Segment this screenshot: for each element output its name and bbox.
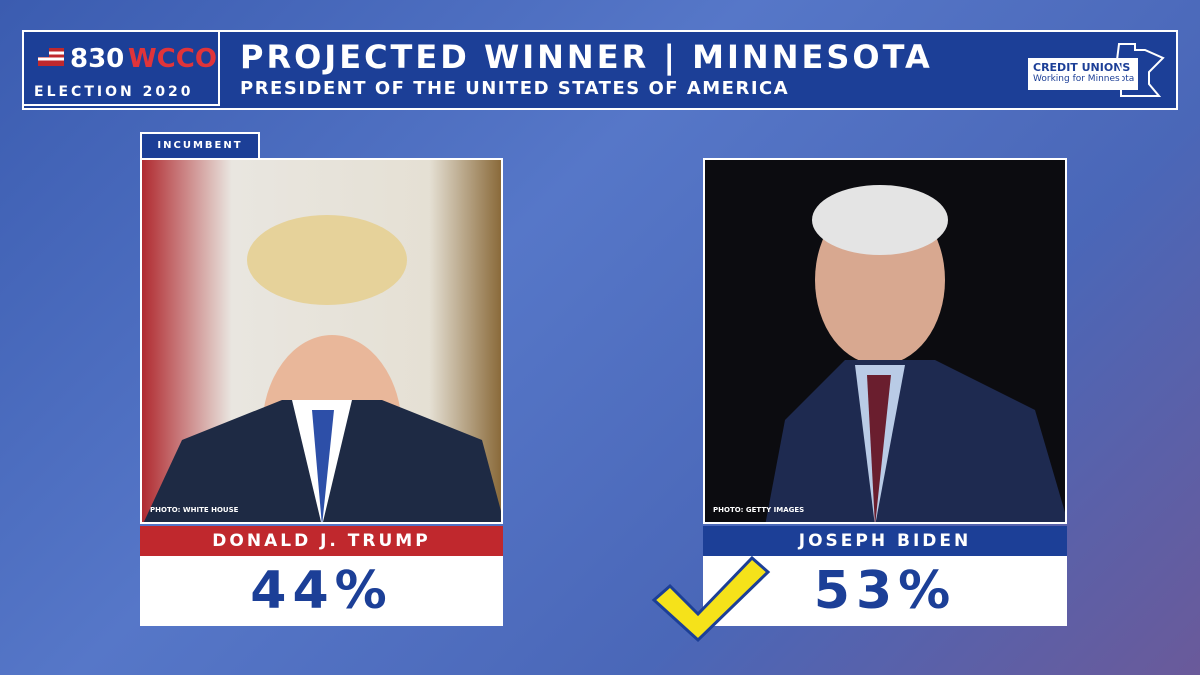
photo-credit: PHOTO: WHITE HOUSE (150, 506, 239, 514)
incumbent-tag: INCUMBENT (140, 132, 260, 158)
minnesota-outline (1115, 43, 1165, 97)
header-bar (22, 30, 1178, 110)
portrait-placeholder (765, 185, 1065, 522)
event: ELECTION 2020 (34, 84, 194, 100)
sponsor-name: CREDIT UNIONS (1033, 61, 1131, 74)
candidate-name: JOSEPH BIDEN (703, 526, 1067, 556)
candidate-photo: PHOTO: GETTY IMAGES (703, 158, 1067, 524)
station-number: 830 (70, 44, 125, 74)
vote-share: 44% (140, 556, 503, 626)
portrait-placeholder (143, 215, 501, 522)
station-name: WCCO (128, 44, 217, 74)
candidate-name: DONALD J. TRUMP (140, 526, 503, 556)
station-logo: 830 WCCO ELECTION 2020 (22, 30, 220, 106)
photo-credit: PHOTO: GETTY IMAGES (713, 506, 805, 514)
winner-checkmark (651, 555, 771, 643)
sponsor-box: CREDIT UNIONS Working for Minnesota (1028, 58, 1138, 90)
sponsor-tagline: Working for Minnesota (1033, 74, 1135, 84)
candidate-photo: PHOTO: WHITE HOUSE (140, 158, 503, 524)
flag-icon (38, 48, 64, 66)
subtitle: PRESIDENT OF THE UNITED STATES OF AMERIC… (240, 78, 790, 99)
title: PROJECTED WINNER | MINNESOTA (240, 38, 933, 76)
